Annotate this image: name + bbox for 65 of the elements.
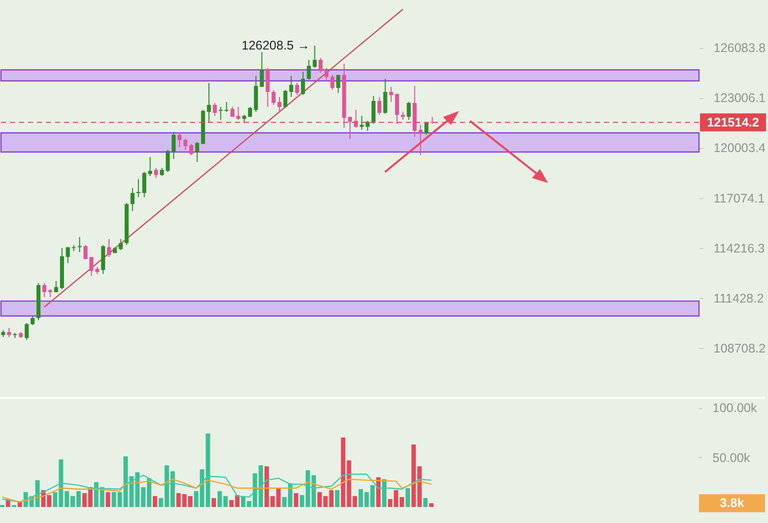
candlestick (272, 89, 276, 106)
candlestick (212, 102, 217, 116)
candlestick (136, 178, 140, 198)
candlestick (348, 116, 352, 140)
y-tick-label: 111428.2 (714, 291, 764, 306)
line-series (2, 478, 432, 503)
line-series (2, 474, 432, 503)
candlestick (418, 124, 423, 156)
candlestick (248, 106, 252, 118)
y-tick-label: 50.00k (712, 450, 751, 465)
candlestick (330, 74, 334, 90)
text: 3.8k (720, 496, 744, 510)
candlestick (377, 96, 382, 116)
bar (106, 492, 110, 507)
bar (212, 498, 216, 507)
candlestick (395, 93, 400, 124)
annotation: 126208.5 → (242, 38, 310, 53)
bar (294, 493, 298, 507)
candlestick (300, 71, 305, 96)
candlestick (101, 244, 106, 274)
bar (152, 496, 158, 507)
y-tick-label: 126083.8 (714, 41, 766, 56)
candlestick (183, 138, 188, 150)
candlestick (154, 167, 158, 178)
candlestick (236, 106, 240, 120)
candlestick (189, 143, 194, 156)
y-tick-label: 114216.3 (714, 241, 765, 256)
candlestick (260, 51, 264, 88)
y-tick-label: 120003.4 (714, 141, 766, 156)
candlestick (389, 86, 394, 102)
bar (429, 503, 434, 507)
candlestick (318, 57, 323, 74)
candlestick (406, 101, 411, 120)
candlestick (218, 106, 223, 120)
candlestick (7, 327, 12, 338)
candlestick (230, 106, 234, 118)
candlestick (383, 78, 388, 114)
candlestick (206, 82, 211, 124)
candlestick (266, 67, 270, 108)
candlestick (295, 82, 300, 96)
bar (406, 488, 410, 507)
y-tick-label: 117074.1 (714, 191, 765, 206)
candlestick (224, 101, 229, 112)
y-tick-label: 100.00k (712, 401, 758, 416)
candlestick (118, 238, 123, 251)
bar (423, 498, 428, 507)
bar (335, 490, 340, 507)
candlestick (107, 238, 112, 258)
candlestick (24, 322, 29, 341)
bar (382, 479, 386, 507)
candlestick (130, 188, 135, 212)
ref-line-label: 121514.2 (706, 115, 760, 130)
candlestick (372, 96, 376, 124)
candlestick (324, 67, 328, 80)
y-tick-label: 108708.2 (714, 341, 766, 356)
candlestick (83, 244, 88, 260)
y-tick-label: 123006.1 (714, 91, 766, 106)
candlestick (78, 236, 82, 252)
candlestick (424, 121, 428, 136)
candlestick (195, 141, 200, 163)
candlestick (89, 256, 94, 276)
bar (376, 477, 381, 507)
candlestick (277, 96, 282, 112)
candlestick (336, 74, 340, 94)
candlestick (178, 132, 182, 148)
